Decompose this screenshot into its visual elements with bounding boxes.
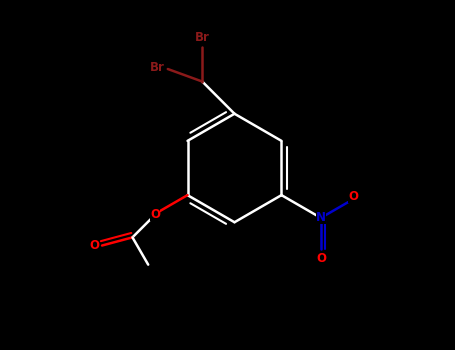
Text: Br: Br — [195, 32, 210, 44]
Text: O: O — [316, 252, 326, 265]
Text: O: O — [89, 239, 99, 252]
Text: O: O — [349, 190, 359, 203]
Text: Br: Br — [150, 61, 165, 74]
Text: O: O — [151, 208, 161, 221]
Text: N: N — [316, 211, 326, 224]
